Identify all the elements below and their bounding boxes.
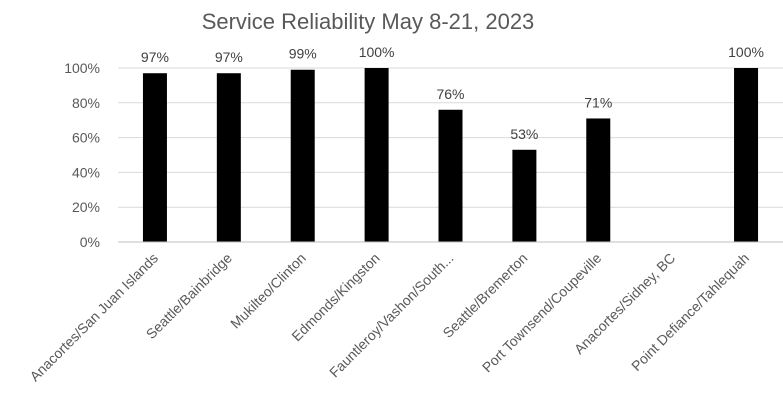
bar (216, 73, 241, 242)
data-label: 71% (584, 94, 612, 110)
data-label: 76% (436, 86, 464, 102)
data-label: 97% (215, 49, 243, 65)
bar (364, 68, 389, 242)
x-category-label: Point Defiance/Tahlequah (628, 250, 752, 374)
y-axis-ticks: 0% 20% 40% 60% 80% 100% (64, 60, 100, 250)
y-tick-label: 80% (72, 95, 100, 111)
chart-title: Service Reliability May 8-21, 2023 (202, 9, 535, 34)
y-tick-label: 60% (72, 130, 100, 146)
bar (734, 68, 759, 242)
bar (290, 69, 315, 243)
data-label: 53% (510, 126, 538, 142)
bar (512, 149, 537, 242)
bar (438, 109, 463, 242)
bar (142, 73, 167, 242)
x-category-label: Fauntleroy/Vashon/South... (326, 250, 457, 381)
y-tick-label: 40% (72, 164, 100, 180)
data-label: 97% (141, 49, 169, 65)
data-label: 100% (359, 44, 395, 60)
bars (142, 68, 759, 243)
x-axis-categories: Anacortes/San Juan IslandsSeattle/Bainbr… (26, 250, 752, 385)
x-category-label: Mukilteo/Clinton (227, 250, 309, 332)
x-category-label: Port Townsend/Coupeville (479, 250, 605, 376)
y-tick-label: 0% (80, 234, 100, 250)
data-label: 99% (289, 46, 317, 62)
bar (586, 118, 611, 242)
data-label: 100% (728, 44, 764, 60)
data-labels: 97% 97% 99% 100% 76% 53% 71% 100% (141, 44, 764, 142)
y-tick-label: 100% (64, 60, 100, 76)
y-tick-label: 20% (72, 199, 100, 215)
x-category-label: Anacortes/San Juan Islands (26, 250, 161, 385)
